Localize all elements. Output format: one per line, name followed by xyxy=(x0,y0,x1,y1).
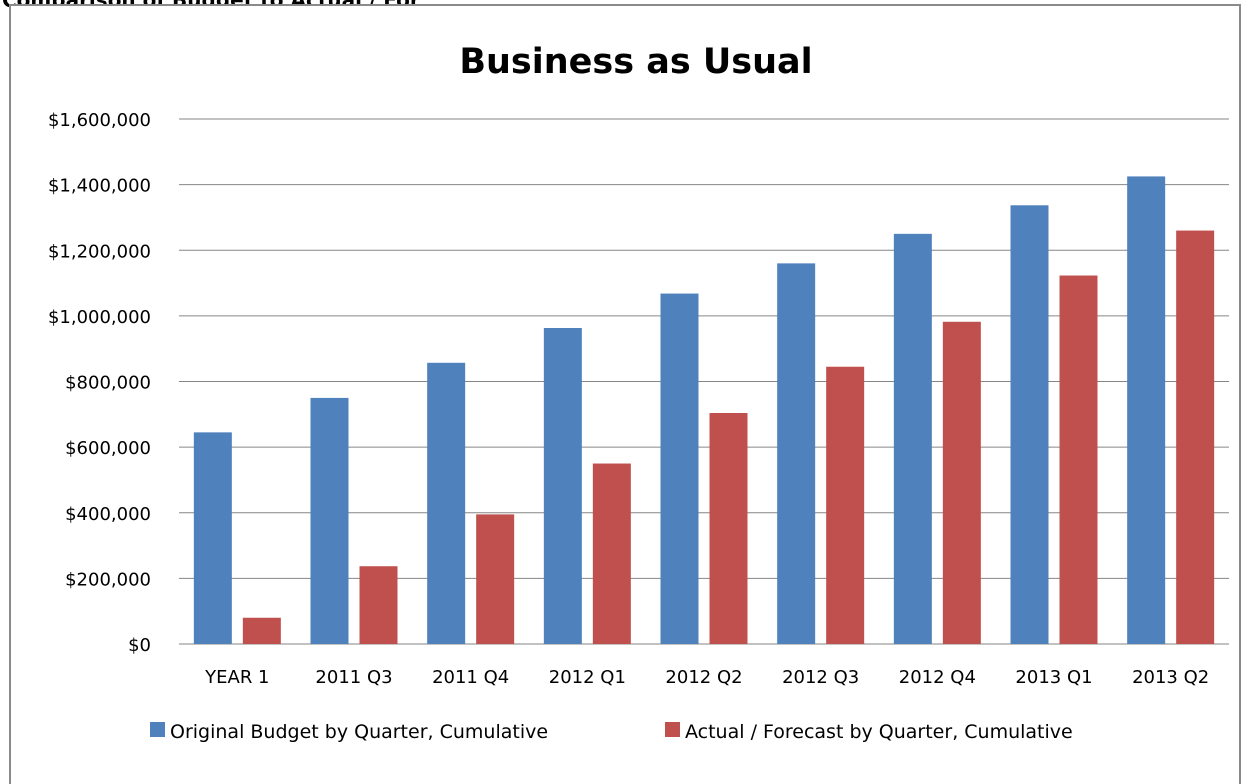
x-tick-label: 2011 Q4 xyxy=(432,667,509,688)
y-tick-label: $1,000,000 xyxy=(48,307,151,328)
bar-actual-forecast xyxy=(476,514,515,644)
x-tick-label: 2012 Q1 xyxy=(549,667,626,688)
y-tick-label: $400,000 xyxy=(65,504,151,525)
bar-actual-forecast xyxy=(592,463,631,644)
x-tick-label: 2012 Q3 xyxy=(782,667,859,688)
y-tick-label: $1,200,000 xyxy=(48,241,151,262)
bar-actual-forecast xyxy=(942,321,981,644)
chart-title: Business as Usual xyxy=(459,42,812,82)
x-tick-label: 2012 Q4 xyxy=(899,667,976,688)
bar-original-budget xyxy=(777,263,816,644)
bars xyxy=(193,176,1215,644)
x-tick-label: YEAR 1 xyxy=(204,667,269,688)
bar-actual-forecast xyxy=(826,366,865,644)
y-tick-label: $600,000 xyxy=(65,438,151,459)
gridlines xyxy=(179,118,1229,645)
y-tick-label: $200,000 xyxy=(65,569,151,590)
bar-actual-forecast xyxy=(709,413,748,644)
legend-swatch xyxy=(665,722,680,737)
x-tick-label: 2011 Q3 xyxy=(315,667,392,688)
legend-label: Actual / Forecast by Quarter, Cumulative xyxy=(685,721,1073,743)
legend-label: Original Budget by Quarter, Cumulative xyxy=(170,721,548,743)
y-tick-label: $1,600,000 xyxy=(48,110,151,131)
bar-original-budget xyxy=(1127,176,1166,644)
chart-frame: Business as Usual $0 $200,000 $400,000 $600… xyxy=(9,4,1241,784)
y-axis-tick-labels: $0 $200,000 $400,000 $600,000 $800,000 $1,000… xyxy=(48,110,151,656)
x-tick-label: 2013 Q2 xyxy=(1132,667,1209,688)
y-tick-label: $1,400,000 xyxy=(48,176,151,197)
legend: Original Budget by Quarter, Cumulative Ac… xyxy=(150,721,1073,743)
bar-chart: Business as Usual $0 $200,000 $400,000 $600… xyxy=(48,42,1229,743)
bar-original-budget xyxy=(193,432,232,644)
bar-actual-forecast xyxy=(1176,230,1215,644)
bar-actual-forecast xyxy=(1059,275,1098,644)
x-axis-tick-labels: YEAR 1 2011 Q3 2011 Q4 2012 Q1 2012 Q2 2012 Q… xyxy=(204,667,1209,688)
legend-swatch xyxy=(150,722,165,737)
bar-original-budget xyxy=(660,293,699,644)
x-tick-label: 2013 Q1 xyxy=(1015,667,1092,688)
x-tick-label: 2012 Q2 xyxy=(665,667,742,688)
bar-original-budget xyxy=(893,233,932,644)
bar-original-budget xyxy=(427,362,466,644)
bar-original-budget xyxy=(1010,205,1049,644)
bar-actual-forecast xyxy=(359,566,398,644)
bar-original-budget xyxy=(310,397,349,644)
y-tick-label: $0 xyxy=(128,635,151,656)
bar-actual-forecast xyxy=(242,617,281,644)
bar-original-budget xyxy=(543,328,582,644)
y-tick-label: $800,000 xyxy=(65,373,151,394)
